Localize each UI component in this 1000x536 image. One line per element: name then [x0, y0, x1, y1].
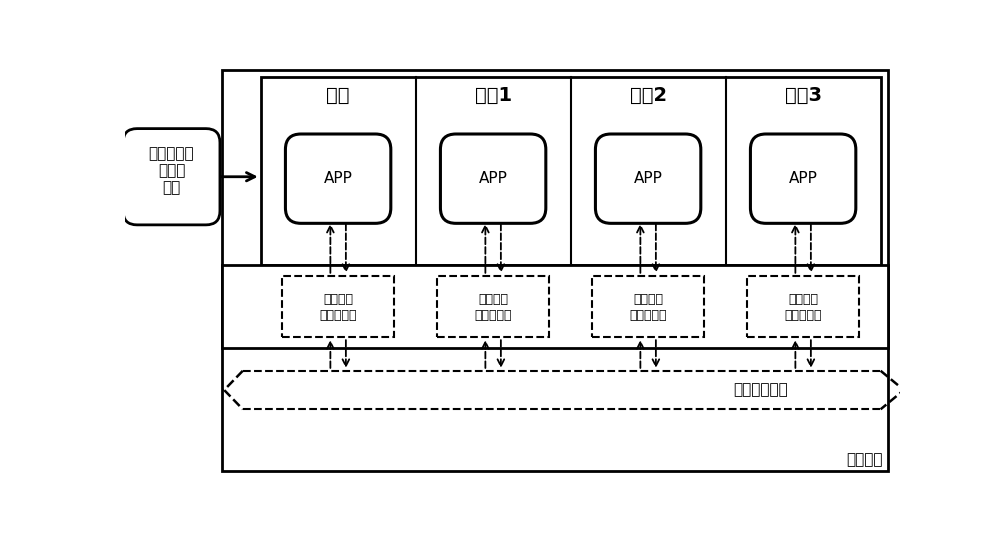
- Bar: [222, 70, 888, 471]
- FancyBboxPatch shape: [440, 134, 546, 224]
- Text: 总线控制器: 总线控制器: [474, 309, 512, 322]
- FancyBboxPatch shape: [285, 134, 391, 224]
- Text: 从桧2: 从桧2: [630, 86, 667, 106]
- Bar: [282, 276, 394, 337]
- Text: 从桧1: 从桧1: [475, 86, 512, 106]
- Text: 总线控制器: 总线控制器: [784, 309, 822, 322]
- Text: 共享内存: 共享内存: [846, 452, 883, 467]
- Text: 从桧3: 从桧3: [785, 86, 822, 106]
- Text: 虚拟数据总线: 虚拟数据总线: [733, 383, 788, 398]
- FancyBboxPatch shape: [750, 134, 856, 224]
- Text: 虚拟数据: 虚拟数据: [633, 293, 663, 306]
- Bar: [222, 265, 888, 348]
- Bar: [261, 77, 881, 265]
- Text: 虚拟数据: 虚拟数据: [788, 293, 818, 306]
- Text: 虚拟数据: 虚拟数据: [323, 293, 353, 306]
- Text: APP: APP: [324, 171, 353, 186]
- Bar: [437, 276, 549, 337]
- Text: APP: APP: [479, 171, 508, 186]
- Text: 总线控制器: 总线控制器: [319, 309, 357, 322]
- Text: APP: APP: [634, 171, 663, 186]
- Text: APP: APP: [789, 171, 818, 186]
- Text: 总线控制器: 总线控制器: [629, 309, 667, 322]
- FancyBboxPatch shape: [123, 129, 220, 225]
- FancyBboxPatch shape: [595, 134, 701, 224]
- Bar: [592, 276, 704, 337]
- Text: 主核: 主核: [326, 86, 350, 106]
- Text: 虚拟数据: 虚拟数据: [478, 293, 508, 306]
- Bar: [747, 276, 859, 337]
- Text: 核间通信数
据拓扑
配置: 核间通信数 据拓扑 配置: [149, 146, 194, 196]
